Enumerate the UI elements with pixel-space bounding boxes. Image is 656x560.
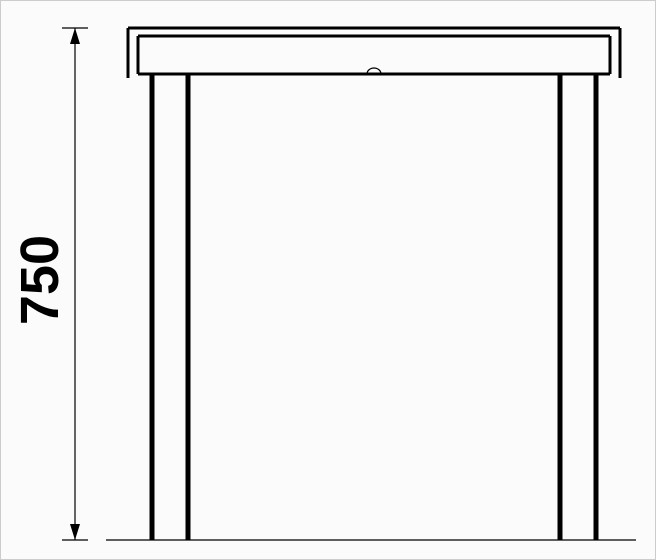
dimension-vertical: 750 [10, 28, 88, 540]
technical-drawing: 750 [0, 0, 656, 560]
dimension-arrow-bottom [70, 524, 80, 540]
dimension-arrow-top [70, 28, 80, 44]
canvas-border [1, 1, 656, 560]
dimension-value: 750 [10, 235, 70, 325]
object-elevation [106, 28, 636, 540]
